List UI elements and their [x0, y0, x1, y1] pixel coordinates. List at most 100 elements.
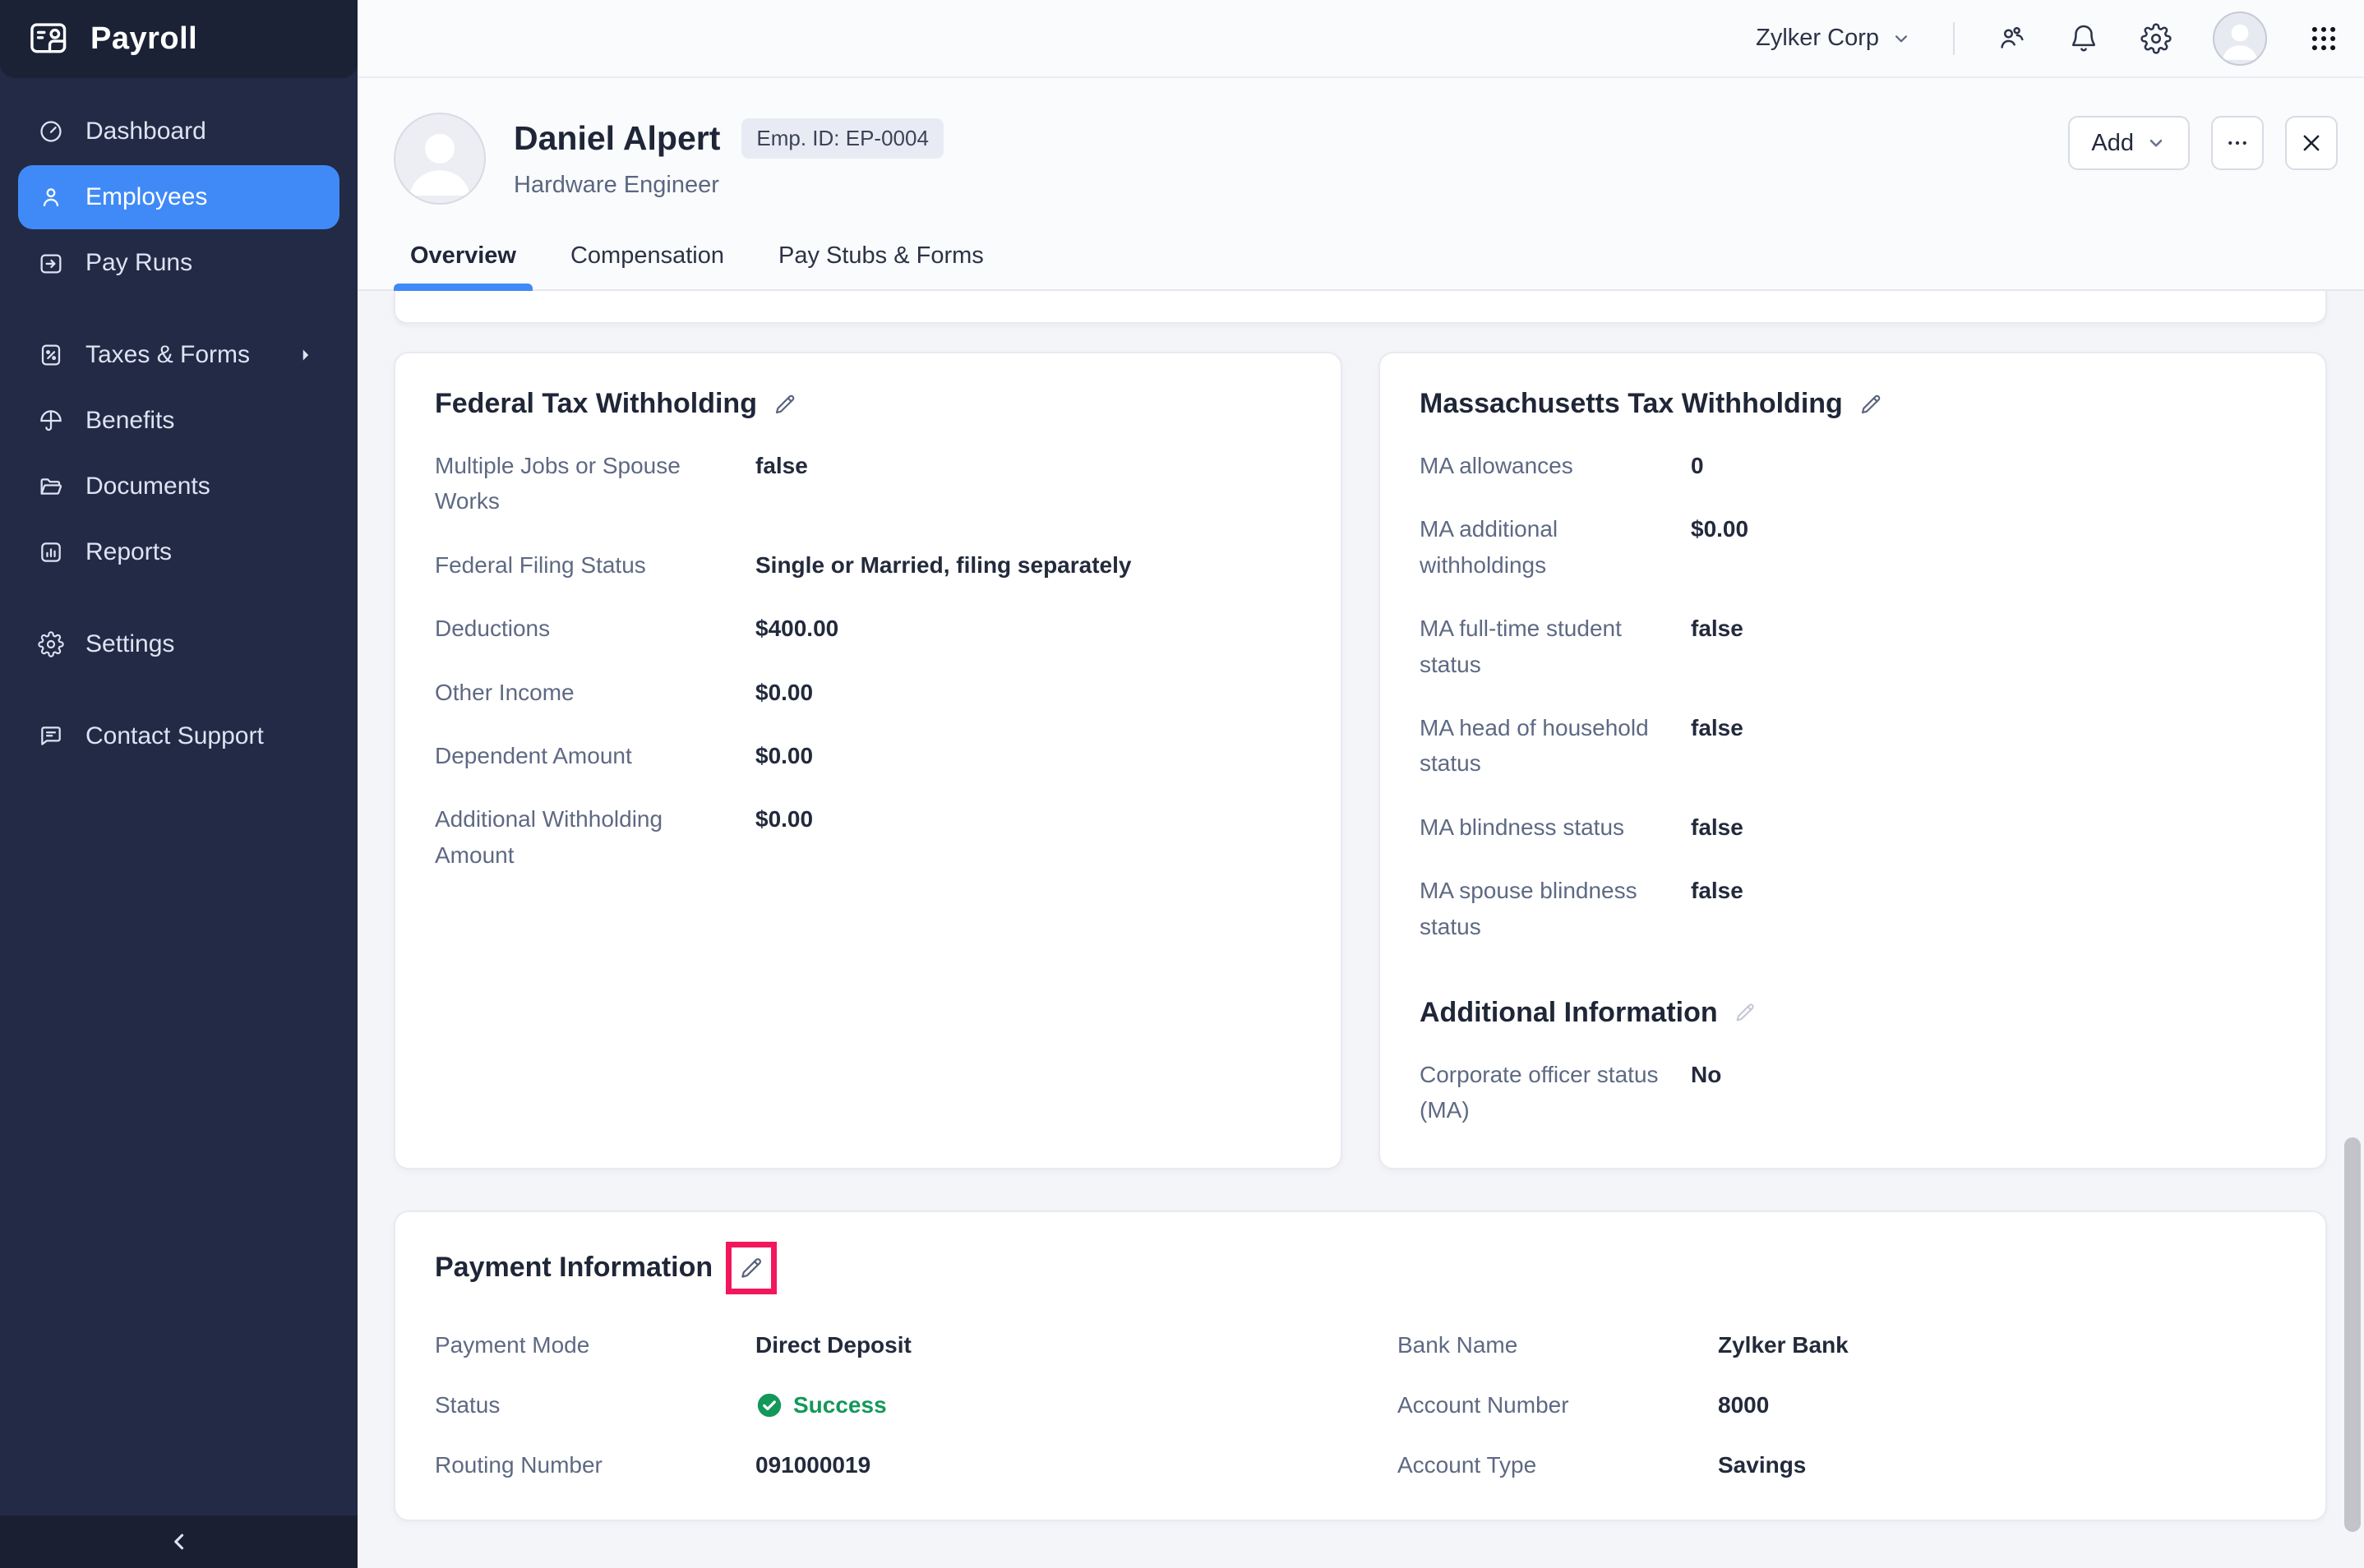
card-title: Payment Information [435, 1252, 713, 1284]
settings-gear-icon[interactable] [2140, 22, 2172, 54]
field-row: MA blindness status false [1420, 809, 2286, 845]
vertical-scrollbar[interactable] [2344, 1137, 2361, 1532]
field-row: Account Number 8000 [1397, 1387, 2286, 1423]
field-row: Payment Mode Direct Deposit [435, 1327, 1323, 1363]
field-value: No [1691, 1061, 1722, 1087]
field-value: Direct Deposit [755, 1331, 912, 1358]
edit-pencil-icon[interactable] [772, 391, 798, 417]
tab-label: Overview [410, 242, 516, 269]
federal-tax-withholding-card: Federal Tax Withholding Multiple Jobs or… [394, 352, 1342, 1169]
taxes-forms-icon [38, 342, 64, 368]
users-icon[interactable] [1996, 23, 2027, 54]
tab-pay-stubs-forms[interactable]: Pay Stubs & Forms [762, 242, 1000, 289]
field-value: $0.00 [755, 679, 814, 705]
field-value: false [1691, 814, 1743, 840]
field-row: MA head of household status false [1420, 710, 2286, 782]
content-scroll-area: Federal Tax Withholding Multiple Jobs or… [358, 291, 2364, 1568]
field-value: 8000 [1718, 1392, 1770, 1418]
field-row: Other Income $0.00 [435, 675, 1301, 710]
dashboard-icon [38, 118, 64, 145]
field-row: Dependent Amount $0.00 [435, 738, 1301, 773]
sidebar-item-taxes-forms[interactable]: Taxes & Forms [18, 323, 339, 387]
sidebar: Payroll Dashboard Employees [0, 0, 358, 1568]
settings-gear-icon [38, 631, 64, 657]
sidebar-collapse-button[interactable] [0, 1515, 358, 1568]
edit-pencil-icon[interactable] [737, 1254, 765, 1282]
massachusetts-tax-withholding-card: Massachusetts Tax Withholding MA allowan… [1378, 352, 2327, 1169]
app-title: Payroll [90, 21, 198, 56]
section-title: Additional Information [1420, 996, 1718, 1028]
sidebar-item-label: Settings [85, 630, 175, 657]
chevron-right-icon [295, 344, 316, 366]
sidebar-item-documents[interactable]: Documents [18, 454, 339, 519]
field-label: MA head of household status [1420, 714, 1649, 777]
sidebar-item-label: Dashboard [85, 118, 206, 145]
field-value: $400.00 [755, 616, 839, 642]
field-label: Account Type [1397, 1452, 1537, 1478]
field-label: MA additional withholdings [1420, 516, 1558, 578]
chevron-down-icon [2145, 132, 2167, 154]
field-value: Zylker Bank [1718, 1331, 1849, 1358]
topbar-divider [1953, 21, 1955, 55]
payment-information-card: Payment Information Payment Mode Direct … [394, 1210, 2327, 1521]
payroll-logo-icon [28, 17, 72, 62]
more-options-button[interactable] [2211, 116, 2264, 170]
org-name: Zylker Corp [1756, 25, 1879, 51]
sidebar-item-reports[interactable]: Reports [18, 520, 339, 584]
field-label: Additional Withholding Amount [435, 806, 663, 868]
field-label: Deductions [435, 616, 551, 642]
benefits-umbrella-icon [38, 408, 64, 434]
sidebar-item-label: Benefits [85, 407, 175, 434]
field-label: MA blindness status [1420, 814, 1625, 840]
documents-folder-icon [38, 473, 64, 500]
field-value: Savings [1718, 1452, 1807, 1478]
field-row: MA allowances 0 [1420, 448, 2286, 483]
field-row: MA spouse blindness status false [1420, 873, 2286, 944]
field-value: $0.00 [1691, 516, 1749, 542]
field-value: 091000019 [755, 1452, 871, 1478]
field-value: $0.00 [755, 742, 814, 768]
status-text: Success [793, 1392, 887, 1418]
field-value: 0 [1691, 453, 1704, 478]
field-label: Multiple Jobs or Spouse Works [435, 453, 681, 514]
sidebar-item-label: Employees [85, 183, 208, 210]
sidebar-item-dashboard[interactable]: Dashboard [18, 99, 339, 164]
contact-support-icon [38, 723, 64, 749]
field-label: Routing Number [435, 1452, 603, 1478]
org-switcher[interactable]: Zylker Corp [1756, 25, 1912, 52]
sidebar-item-pay-runs[interactable]: Pay Runs [18, 231, 339, 295]
employee-header: Daniel Alpert Emp. ID: EP-0004 Hardware … [358, 78, 2364, 205]
sidebar-item-label: Documents [85, 473, 210, 500]
field-row: Corporate officer status (MA) No [1420, 1057, 2286, 1128]
sidebar-item-contact-support[interactable]: Contact Support [18, 704, 339, 768]
app-logo: Payroll [0, 0, 358, 78]
add-button-label: Add [2091, 129, 2134, 156]
edit-pencil-icon[interactable] [1858, 391, 1884, 417]
apps-grid-icon[interactable] [2308, 23, 2339, 54]
notifications-bell-icon[interactable] [2068, 23, 2099, 54]
employees-icon [38, 184, 64, 210]
tab-overview[interactable]: Overview [394, 242, 533, 291]
field-label: Corporate officer status (MA) [1420, 1061, 1659, 1123]
field-value: Single or Married, filing separately [755, 551, 1132, 578]
field-row: MA additional withholdings $0.00 [1420, 511, 2286, 583]
edit-pencil-icon[interactable] [1733, 1000, 1757, 1025]
field-row: Account Type Savings [1397, 1447, 2286, 1483]
employee-role: Hardware Engineer [514, 172, 719, 198]
sidebar-item-settings[interactable]: Settings [18, 612, 339, 676]
sidebar-item-employees[interactable]: Employees [18, 165, 339, 229]
user-avatar[interactable] [2213, 11, 2267, 66]
topbar: Zylker Corp [358, 0, 2364, 78]
sidebar-item-benefits[interactable]: Benefits [18, 389, 339, 453]
close-button[interactable] [2285, 116, 2338, 170]
tab-compensation[interactable]: Compensation [554, 242, 741, 289]
payment-left-column: Payment Mode Direct Deposit Status Succe… [435, 1303, 1323, 1483]
field-label: MA full-time student status [1420, 616, 1622, 677]
sidebar-item-label: Reports [85, 538, 173, 565]
edit-pencil-highlight-box[interactable] [726, 1241, 778, 1294]
add-button[interactable]: Add [2068, 116, 2190, 170]
chevron-down-icon [1891, 28, 1912, 49]
field-row: Additional Withholding Amount $0.00 [435, 801, 1301, 873]
additional-information-section: Additional Information Corporate officer… [1420, 997, 2286, 1128]
